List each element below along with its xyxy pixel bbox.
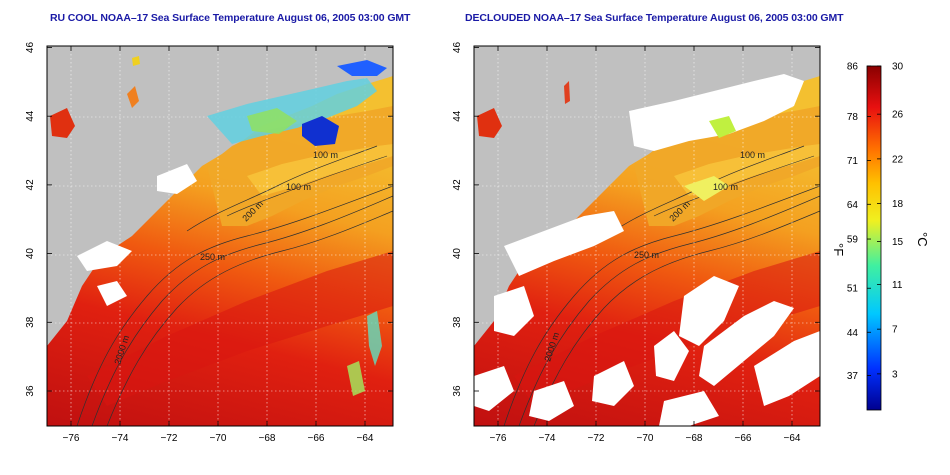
right-x-tick-label: −72 [588,433,605,444]
right-contour-label-100a: 100 m [740,150,765,160]
left-x-tick-label: −68 [259,433,276,444]
right-y-tick-label: 40 [452,248,463,260]
left-y-tick-label: 38 [25,316,36,328]
left-x-tick-label: −76 [63,433,80,444]
celsius-unit-label: °C [915,232,930,247]
colorbar-f-tick-label: 51 [847,284,859,295]
colorbar-f-tick-label: 78 [847,112,859,123]
colorbar-c-tick-label: 3 [892,369,898,380]
colorbar-c-tick-label: 18 [892,199,904,210]
colorbar-gradient [866,65,882,411]
colorbar-f-tick-label: 59 [847,235,859,246]
left-sst-map [46,45,394,427]
left-x-tick-label: −70 [210,433,227,444]
right-axis-ticks: −76 −74 −72 −70 −68 −66 −64 36 38 40 42 44 46 [452,42,820,444]
colorbar-f-tick-label: 37 [847,371,859,382]
left-contour-label-250: 250 m [200,252,225,262]
colorbar-f-tick-label: 44 [847,328,859,339]
right-map-title: DECLOUDED NOAA–17 Sea Surface Temperatur… [465,12,844,24]
left-y-tick-label: 42 [25,179,36,191]
left-x-tick-label: −64 [357,433,374,444]
right-y-tick-label: 38 [452,316,463,328]
right-x-tick-label: −68 [686,433,703,444]
right-x-tick-label: −74 [539,433,556,444]
left-contour-label-100a: 100 m [313,150,338,160]
left-map-title: RU COOL NOAA–17 Sea Surface Temperature … [50,12,411,24]
colorbar-c-tick-label: 30 [892,62,904,73]
colorbar-c-tick-label: 15 [892,237,904,248]
colorbar: 86 78 71 64 59 51 44 37 30 26 22 18 15 11 7 3 °F °C [831,62,930,411]
colorbar-c-tick-label: 11 [892,280,903,291]
left-contour-label-100b: 100 m [286,182,311,192]
right-x-tick-label: −76 [490,433,507,444]
fahrenheit-unit-label: °F [831,243,846,256]
right-contour-label-100b: 100 m [713,182,738,192]
left-x-tick-label: −72 [161,433,178,444]
right-y-tick-label: 36 [452,385,463,397]
colorbar-f-tick-label: 86 [847,62,859,73]
left-map-frame [46,45,394,427]
colorbar-c-tick-label: 26 [892,110,904,121]
colorbar-f-tick-label: 64 [847,200,859,211]
right-y-tick-label: 46 [452,42,463,54]
right-x-tick-label: −66 [735,433,752,444]
right-x-tick-label: −70 [637,433,654,444]
left-y-tick-label: 40 [25,248,36,260]
right-contour-label-250: 250 m [634,250,659,260]
right-map-frame [473,45,821,427]
right-y-tick-label: 42 [452,179,463,191]
cloud-mask-patches [474,74,820,426]
left-y-tick-label: 36 [25,385,36,397]
left-x-tick-label: −66 [308,433,325,444]
left-axis-ticks: −76 −74 −72 −70 −68 −66 −64 36 38 40 42 44 46 [25,42,393,444]
right-sst-map [473,45,821,427]
left-y-tick-label: 44 [25,110,36,122]
right-y-tick-label: 44 [452,110,463,122]
colorbar-c-tick-label: 7 [892,325,898,336]
colorbar-f-tick-label: 71 [847,156,859,167]
left-y-tick-label: 46 [25,42,36,54]
colorbar-c-tick-label: 22 [892,154,904,165]
left-x-tick-label: −74 [112,433,129,444]
right-x-tick-label: −64 [784,433,801,444]
cold-cloud-pixels [50,56,387,396]
